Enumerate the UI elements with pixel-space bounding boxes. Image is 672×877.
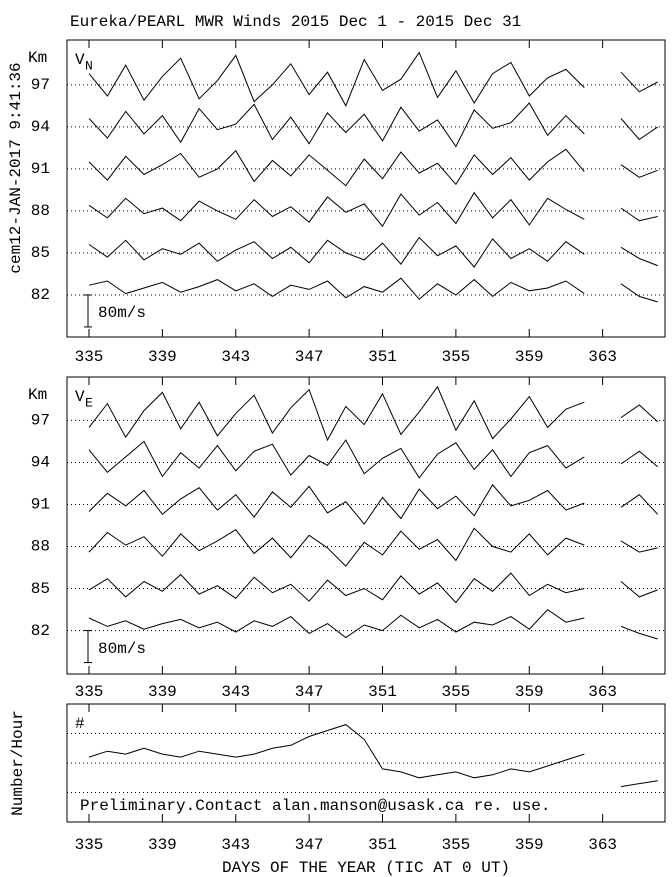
line-series xyxy=(88,148,658,187)
y-tick-label: 91 xyxy=(31,160,50,178)
x-tick-label: 359 xyxy=(515,836,544,854)
timestamp: cem12-JAN-2017 9:41:36 xyxy=(7,62,25,273)
x-tick-label: 343 xyxy=(221,836,250,854)
x-tick-label: 347 xyxy=(295,836,324,854)
line-series xyxy=(88,724,658,788)
panel-label: V xyxy=(75,51,85,69)
x-tick-label: 339 xyxy=(148,683,177,701)
x-tick-label: 363 xyxy=(588,348,617,366)
x-tick-label: 355 xyxy=(441,683,470,701)
y-tick-label: 85 xyxy=(31,580,50,598)
panel-label-sub: N xyxy=(85,58,93,73)
line-series xyxy=(88,385,659,442)
y-tick-label: 94 xyxy=(31,118,50,136)
x-tick-label: 359 xyxy=(515,683,544,701)
line-series xyxy=(88,572,658,604)
y-tick-label: 94 xyxy=(31,454,50,472)
chart-title: Eureka/PEARL MWR Winds 2015 Dec 1 - 2015… xyxy=(70,13,521,31)
x-tick-label: 347 xyxy=(295,348,324,366)
x-tick-label: 335 xyxy=(75,683,104,701)
line-series xyxy=(88,51,658,107)
x-tick-label: 335 xyxy=(75,836,104,854)
y-tick-label: 85 xyxy=(31,244,50,262)
line-series xyxy=(88,608,658,640)
x-tick-label: 355 xyxy=(441,348,470,366)
x-tick-label: 339 xyxy=(148,836,177,854)
note: Preliminary.Contact alan.manson@usask.ca… xyxy=(80,797,550,815)
y-tick-label: 88 xyxy=(31,538,50,556)
line-series xyxy=(88,439,659,479)
line-series xyxy=(88,236,658,268)
x-tick-label: 335 xyxy=(75,348,104,366)
x-tick-label: 351 xyxy=(368,836,397,854)
y-tick-label: 82 xyxy=(31,286,50,304)
x-tick-label: 363 xyxy=(588,683,617,701)
line-series xyxy=(88,484,659,525)
panel-label: V xyxy=(75,388,85,406)
scale-label: 80m/s xyxy=(98,640,146,658)
panel-label-sub: E xyxy=(85,395,93,410)
y-tick-label: 82 xyxy=(31,622,50,640)
x-tick-label: 339 xyxy=(148,348,177,366)
y-tick-label: 97 xyxy=(31,412,50,430)
x-tick-label: 359 xyxy=(515,348,544,366)
x-axis-label: DAYS OF THE YEAR (TIC AT 0 UT) xyxy=(222,859,510,877)
scale-label: 80m/s xyxy=(98,304,146,322)
y-tick-label: 91 xyxy=(31,496,50,514)
panel-label: # xyxy=(75,715,85,733)
x-tick-label: 347 xyxy=(295,683,324,701)
plot-frame xyxy=(66,39,666,338)
x-tick-label: 343 xyxy=(221,683,250,701)
y-tick-label: 97 xyxy=(31,76,50,94)
line-series xyxy=(88,527,658,567)
line-series xyxy=(88,191,658,228)
x-tick-label: 351 xyxy=(368,683,397,701)
x-tick-label: 363 xyxy=(588,836,617,854)
y-axis-label: Km xyxy=(28,386,47,404)
line-series xyxy=(88,102,658,148)
y-axis-label: Number/Hour xyxy=(9,710,27,816)
plot-frame xyxy=(66,376,666,675)
x-tick-label: 355 xyxy=(441,836,470,854)
x-tick-label: 343 xyxy=(221,348,250,366)
x-tick-label: 351 xyxy=(368,348,397,366)
y-tick-label: 88 xyxy=(31,202,50,220)
line-series xyxy=(88,277,658,303)
y-axis-label: Km xyxy=(28,49,47,67)
